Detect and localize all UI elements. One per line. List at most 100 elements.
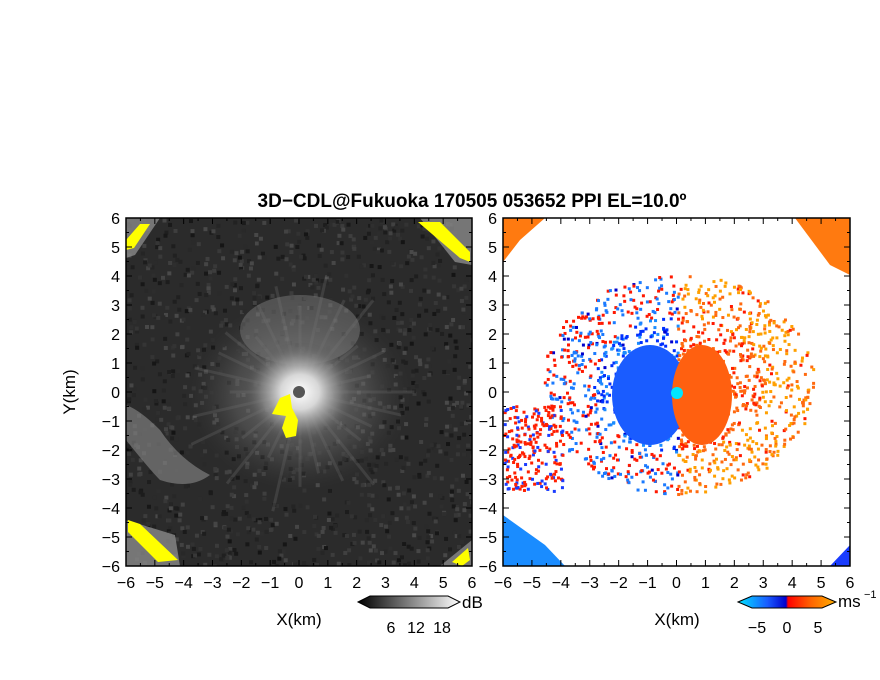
velocity-speckle [566,391,570,395]
reflectivity-noise-cell [265,295,270,300]
velocity-speckle [678,445,682,449]
reflectivity-noise-cell [276,256,281,261]
velocity-x-tick-label: 5 [817,575,826,592]
reflectivity-noise-cell [170,425,175,430]
velocity-speckle [783,339,787,343]
velocity-speckle [612,343,616,347]
velocity-speckle [585,428,589,432]
reflectivity-noise-cell [257,520,262,525]
reflectivity-noise-cell [158,246,163,251]
velocity-speckle [591,317,595,321]
reflectivity-noise-cell [450,405,455,410]
reflectivity-noise-cell [211,229,216,234]
velocity-speckle [601,400,605,404]
reflectivity-noise-cell [377,265,382,270]
reflectivity-noise-cell [242,309,247,314]
velocity-speckle [527,456,531,460]
velocity-speckle [598,378,602,382]
velocity-speckle [683,480,687,484]
velocity-x-tick-label: −3 [581,575,599,592]
velocity-speckle [752,401,756,405]
velocity-speckle [650,468,654,472]
velocity-speckle [600,370,604,374]
reflectivity-noise-cell [456,544,461,549]
velocity-speckle [534,440,538,444]
reflectivity-noise-cell [430,346,435,351]
velocity-speckle [707,338,711,342]
velocity-speckle [764,411,768,415]
reflectivity-noise-cell [224,284,229,289]
velocity-speckle [754,403,758,407]
velocity-speckle [753,455,757,459]
reflectivity-noise-cell [190,542,195,547]
velocity-speckle [551,381,555,385]
velocity-speckle [636,286,640,290]
velocity-speckle [638,289,642,293]
reflectivity-noise-cell [263,516,268,521]
reflectivity-noise-cell [445,345,450,350]
velocity-speckle [668,462,672,466]
velocity-speckle [785,349,789,353]
reflectivity-noise-cell [213,521,218,526]
velocity-speckle [765,466,769,470]
reflectivity-noise-cell [212,268,217,273]
reflectivity-noise-cell [171,244,176,249]
reflectivity-noise-cell [352,477,357,482]
velocity-speckle [586,335,590,339]
velocity-speckle [503,462,507,466]
velocity-speckle [549,427,553,431]
velocity-speckle [615,458,619,462]
velocity-speckle [800,359,804,363]
reflectivity-noise-cell [168,526,173,531]
reflectivity-noise-cell [195,260,200,265]
reflectivity-noise-cell [382,225,387,230]
reflectivity-noise-cell [435,531,440,536]
reflectivity-noise-cell [433,448,438,453]
reflectivity-noise-cell [449,489,454,494]
reflectivity-noise-cell [433,519,438,524]
reflectivity-noise-cell [333,530,338,535]
reflectivity-noise-cell [350,294,355,299]
reflectivity-noise-cell [201,439,206,444]
velocity-speckle [516,462,520,466]
reflectivity-noise-cell [174,313,179,318]
velocity-speckle [697,335,701,339]
velocity-speckle [615,340,619,344]
velocity-speckle [594,422,598,426]
reflectivity-noise-cell [297,239,302,244]
reflectivity-noise-cell [295,244,300,249]
velocity-speckle [806,395,810,399]
velocity-speckle [684,283,688,287]
reflectivity-noise-cell [167,518,172,523]
velocity-speckle [553,455,557,459]
velocity-speckle [536,458,540,462]
velocity-speckle [639,341,643,345]
reflectivity-noise-cell [399,555,404,560]
velocity-speckle [732,458,736,462]
velocity-speckle [759,349,763,353]
velocity-speckle [533,449,537,453]
reflectivity-noise-cell [213,264,218,269]
velocity-speckle [553,461,557,465]
reflectivity-noise-cell [138,458,143,463]
velocity-speckle [612,421,616,425]
velocity-speckle [614,453,618,457]
velocity-speckle [620,334,624,338]
velocity-speckle [713,461,717,465]
reflectivity-noise-cell [461,310,466,315]
velocity-speckle [558,424,562,428]
velocity-speckle [748,427,752,431]
reflectivity-noise-cell [407,488,412,493]
reflectivity-noise-cell [329,525,334,530]
reflectivity-noise-cell [196,348,201,353]
reflectivity-noise-cell [195,281,200,286]
reflectivity-noise-cell [391,447,396,452]
velocity-speckle [524,442,528,446]
velocity-speckle [544,462,548,466]
velocity-speckle [739,359,743,363]
velocity-speckle [708,468,712,472]
reflectivity-noise-cell [324,225,329,230]
velocity-y-tick-label: −1 [479,414,497,431]
reflectivity-noise-cell [208,270,213,275]
